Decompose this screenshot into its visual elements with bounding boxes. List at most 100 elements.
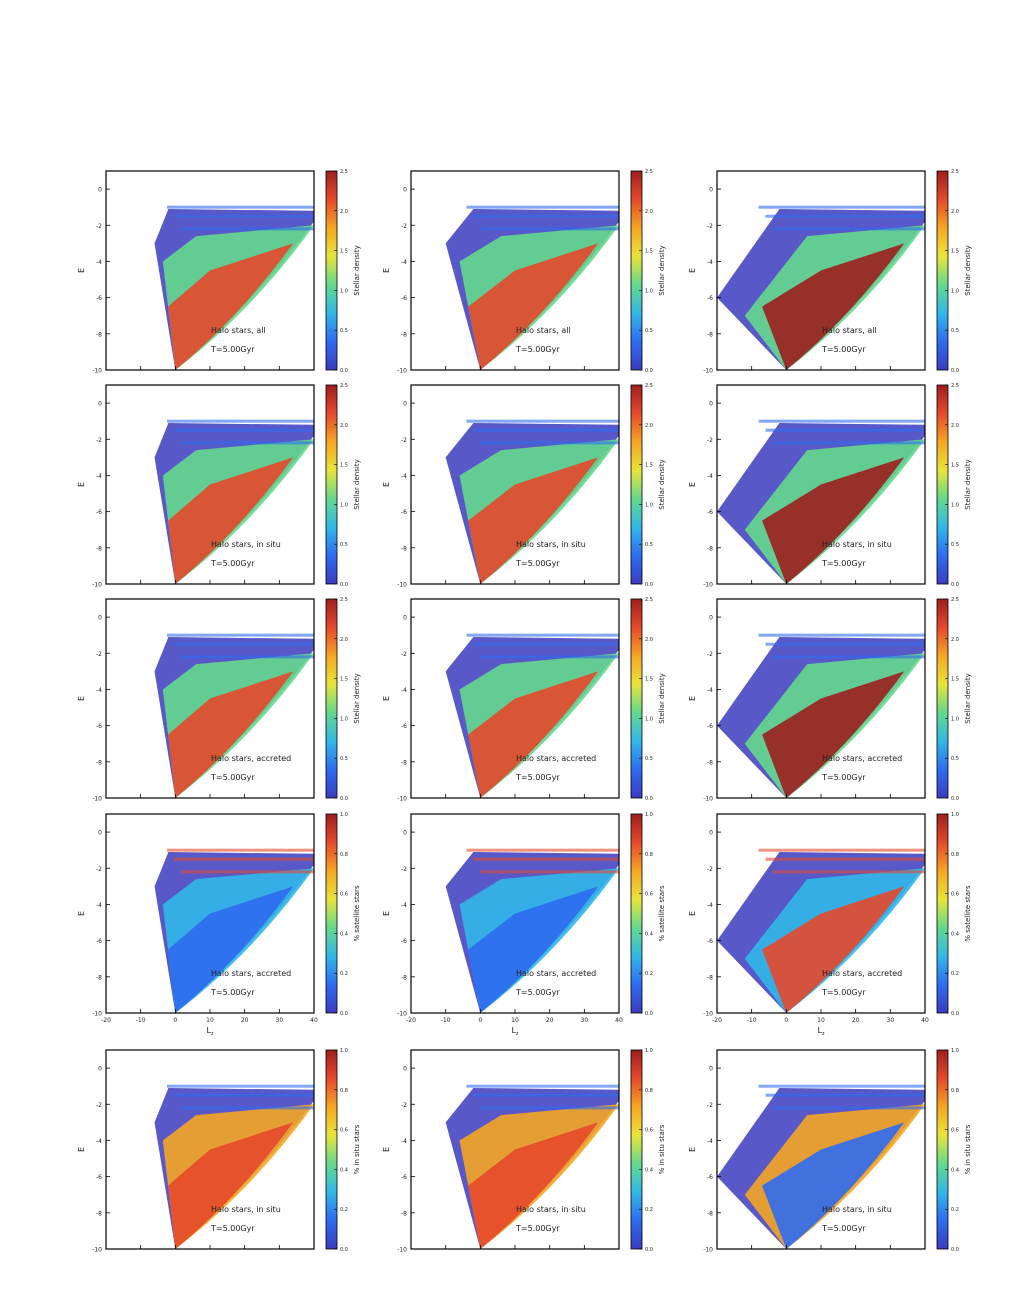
- y-tick-label: -4: [96, 259, 102, 266]
- wedge-core: [468, 1122, 599, 1249]
- colorbar-tick-label: 0.5: [951, 328, 959, 334]
- y-tick-label: 0: [98, 1066, 102, 1073]
- colorbar-tick-label: 0.0: [645, 1247, 653, 1253]
- panel-r3-c1: 0 -2 -4 -6 -8 -10 E Halo stars, accreted T=5.00G…: [77, 597, 361, 803]
- y-tick-label: -2: [707, 651, 713, 658]
- y-tick-label: -8: [96, 974, 102, 981]
- streak: [466, 205, 619, 209]
- panel-r5-c3: 0 -2 -4 -6 -8 -10 E Halo stars, in situ T=5.00Gy…: [688, 1048, 972, 1254]
- y-tick-label: -8: [707, 331, 713, 338]
- wedge-core: [762, 1122, 905, 1249]
- streak: [765, 857, 925, 861]
- colorbar-label: Stellar density: [658, 673, 666, 723]
- streak: [167, 633, 314, 637]
- y-tick-label: -4: [707, 687, 713, 694]
- y-tick-label: -10: [397, 1011, 407, 1018]
- colorbar-tick-label: 0.0: [951, 368, 959, 374]
- y-tick-label: 0: [709, 830, 713, 837]
- y-tick-label: -10: [92, 582, 102, 589]
- y-tick-label: 0: [98, 401, 102, 408]
- streak: [173, 642, 314, 646]
- panel-r2-c3: 0 -2 -4 -6 -8 -10 E Halo stars, in situ T=5.00Gy…: [688, 383, 972, 589]
- y-tick-label: -2: [96, 437, 102, 444]
- streak: [765, 214, 925, 218]
- colorbar-label: % satellite stars: [964, 885, 972, 942]
- colorbar: [630, 384, 643, 585]
- colorbar: [325, 384, 338, 585]
- colorbar: [936, 384, 949, 585]
- colorbar-tick-label: 0.5: [951, 542, 959, 548]
- colorbar-tick-label: 1.5: [645, 463, 653, 469]
- density-field: [717, 633, 925, 798]
- panel-r1-c1: 0 -2 -4 -6 -8 -10 E Halo stars, all T=5.00Gyr 0.0…: [77, 169, 361, 375]
- density-field: [445, 633, 619, 798]
- y-axis-label: E: [688, 911, 697, 916]
- y-tick-label: -8: [707, 1210, 713, 1217]
- y-tick-label: -4: [707, 1138, 713, 1145]
- y-tick-label: -2: [401, 651, 407, 658]
- y-tick-label: -6: [401, 1174, 407, 1181]
- colorbar-label: % satellite stars: [353, 885, 361, 942]
- streak: [466, 419, 619, 423]
- y-tick-label: 0: [403, 615, 407, 622]
- y-tick-label: -6: [707, 1174, 713, 1181]
- streak: [173, 1093, 314, 1097]
- time-label: T=5.00Gyr: [210, 988, 255, 997]
- panel-label: Halo stars, accreted: [211, 969, 291, 978]
- time-label: T=5.00Gyr: [821, 559, 866, 568]
- colorbar-label: % in situ stars: [353, 1124, 361, 1174]
- streak: [758, 1084, 925, 1088]
- panel-label: Halo stars, accreted: [516, 969, 596, 978]
- colorbar-tick-label: 2.0: [340, 209, 348, 215]
- y-axis-label: E: [77, 1147, 86, 1152]
- panel-label: Halo stars, in situ: [822, 1205, 892, 1214]
- streak: [180, 227, 314, 231]
- streak: [473, 642, 619, 646]
- colorbar-tick-label: 1.5: [340, 249, 348, 255]
- streak: [480, 870, 619, 874]
- colorbar-tick-label: 1.5: [340, 677, 348, 683]
- time-label: T=5.00Gyr: [515, 559, 560, 568]
- colorbar-tick-label: 0.6: [951, 892, 959, 898]
- colorbar-tick-label: 0.0: [340, 1011, 348, 1017]
- y-tick-label: -10: [703, 796, 713, 803]
- colorbar-tick-label: 0.8: [951, 852, 959, 858]
- y-tick-label: -8: [401, 545, 407, 552]
- y-axis-label: E: [77, 696, 86, 701]
- y-axis-label: E: [688, 482, 697, 487]
- panel-label: Halo stars, in situ: [211, 1205, 281, 1214]
- density-field: [445, 205, 619, 370]
- colorbar-tick-label: 0.5: [951, 756, 959, 762]
- y-tick-label: -8: [401, 331, 407, 338]
- x-tick-label: 10: [511, 1017, 519, 1024]
- y-tick-label: -4: [707, 473, 713, 480]
- panel-r2-c2: 0 -2 -4 -6 -8 -10 E Halo stars, in situ T=5.00Gy…: [382, 383, 666, 589]
- panel-label: Halo stars, in situ: [516, 540, 586, 549]
- colorbar-label: Stellar density: [353, 459, 361, 509]
- y-tick-label: 0: [403, 187, 407, 194]
- streak: [473, 1093, 619, 1097]
- wedge-core: [168, 1122, 294, 1249]
- streak: [466, 633, 619, 637]
- x-axis-label: Lz: [817, 1026, 824, 1037]
- colorbar-tick-label: 0.0: [340, 1247, 348, 1253]
- x-tick-label: 10: [206, 1017, 214, 1024]
- time-label: T=5.00Gyr: [821, 345, 866, 354]
- colorbar-tick-label: 1.5: [951, 249, 959, 255]
- y-tick-label: -2: [401, 437, 407, 444]
- colorbar-tick-label: 0.0: [645, 1011, 653, 1017]
- colorbar-tick-label: 1.0: [951, 502, 959, 508]
- colorbar-label: Stellar density: [353, 673, 361, 723]
- x-tick-label: 0: [173, 1017, 177, 1024]
- panel-label: Halo stars, in situ: [822, 540, 892, 549]
- panel-label: Halo stars, all: [516, 326, 571, 335]
- wedge-core: [762, 457, 905, 584]
- time-label: T=5.00Gyr: [210, 559, 255, 568]
- y-tick-label: -2: [96, 1102, 102, 1109]
- streak: [772, 441, 925, 445]
- y-tick-label: -4: [96, 473, 102, 480]
- colorbar-tick-label: 2.0: [645, 209, 653, 215]
- y-tick-label: -8: [401, 1210, 407, 1217]
- streak: [173, 428, 314, 432]
- colorbar-tick-label: 0.8: [340, 1088, 348, 1094]
